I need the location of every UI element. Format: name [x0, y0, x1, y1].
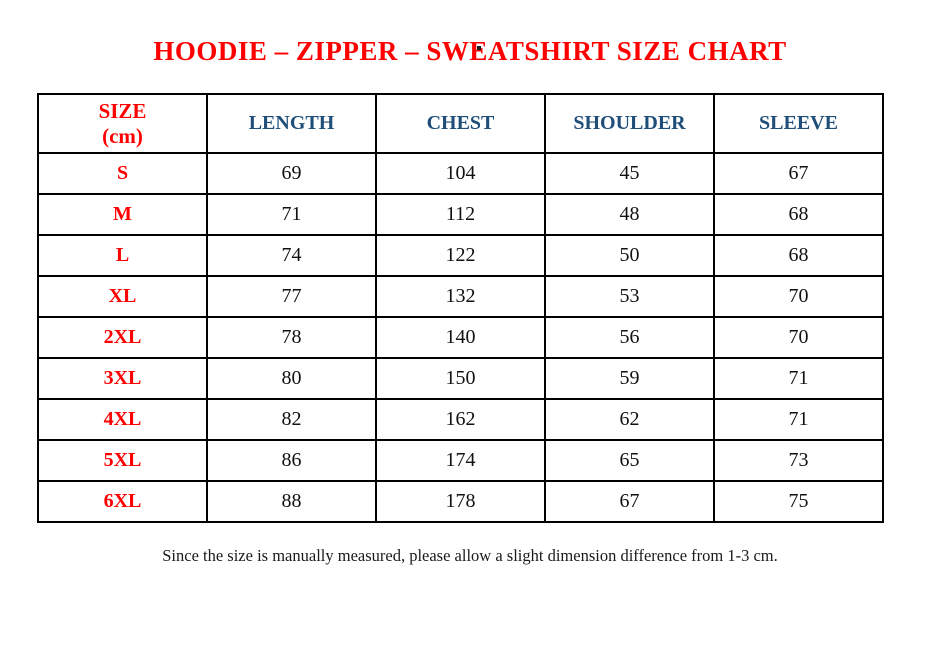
shoulder-value: 65 [544, 439, 715, 482]
length-value: 82 [206, 398, 377, 441]
sleeve-value: 67 [713, 152, 884, 195]
length-value: 88 [206, 480, 377, 523]
size-label: 6XL [37, 480, 208, 523]
table-row: 3XL 80 150 59 71 [37, 357, 884, 400]
chest-value: 112 [375, 193, 546, 236]
length-value: 71 [206, 193, 377, 236]
size-header-line2: (cm) [102, 123, 143, 148]
sleeve-value: 73 [713, 439, 884, 482]
sleeve-value: 71 [713, 357, 884, 400]
shoulder-column-header: SHOULDER [544, 93, 715, 154]
table-row: S 69 104 45 67 [37, 152, 884, 195]
table-row: M 71 112 48 68 [37, 193, 884, 236]
table-row: L 74 122 50 68 [37, 234, 884, 277]
shoulder-value: 62 [544, 398, 715, 441]
shoulder-value: 53 [544, 275, 715, 318]
size-label: S [37, 152, 208, 195]
sleeve-value: 68 [713, 234, 884, 277]
chest-value: 140 [375, 316, 546, 359]
table-header-row: SIZE (cm) LENGTH CHEST SHOULDER SLEEVE [37, 93, 884, 154]
length-value: 86 [206, 439, 377, 482]
length-column-header: LENGTH [206, 93, 377, 154]
table-row: XL 77 132 53 70 [37, 275, 884, 318]
shoulder-value: 50 [544, 234, 715, 277]
size-label: L [37, 234, 208, 277]
shoulder-value: 45 [544, 152, 715, 195]
size-label: 4XL [37, 398, 208, 441]
length-value: 78 [206, 316, 377, 359]
size-cm-header: SIZE (cm) [37, 93, 208, 154]
chest-column-header: CHEST [375, 93, 546, 154]
length-value: 74 [206, 234, 377, 277]
size-chart-table: SIZE (cm) LENGTH CHEST SHOULDER SLEEVE S… [37, 93, 884, 523]
sleeve-value: 68 [713, 193, 884, 236]
chest-value: 174 [375, 439, 546, 482]
sleeve-column-header: SLEEVE [713, 93, 884, 154]
stray-dot-mark [477, 46, 481, 50]
sleeve-value: 71 [713, 398, 884, 441]
shoulder-value: 59 [544, 357, 715, 400]
table-row: 6XL 88 178 67 75 [37, 480, 884, 523]
chest-value: 122 [375, 234, 546, 277]
size-label: 5XL [37, 439, 208, 482]
chest-value: 150 [375, 357, 546, 400]
sleeve-value: 75 [713, 480, 884, 523]
size-label: M [37, 193, 208, 236]
sleeve-value: 70 [713, 316, 884, 359]
chest-value: 132 [375, 275, 546, 318]
length-value: 80 [206, 357, 377, 400]
length-value: 69 [206, 152, 377, 195]
shoulder-value: 56 [544, 316, 715, 359]
chest-value: 162 [375, 398, 546, 441]
table-row: 4XL 82 162 62 71 [37, 398, 884, 441]
shoulder-value: 48 [544, 193, 715, 236]
size-label: 2XL [37, 316, 208, 359]
table-row: 2XL 78 140 56 70 [37, 316, 884, 359]
size-header-line1: SIZE [98, 99, 147, 124]
sleeve-value: 70 [713, 275, 884, 318]
size-label: XL [37, 275, 208, 318]
table-row: 5XL 86 174 65 73 [37, 439, 884, 482]
chest-value: 104 [375, 152, 546, 195]
length-value: 77 [206, 275, 377, 318]
chest-value: 178 [375, 480, 546, 523]
size-chart-page: { "page": { "title": "HOODIE \u2013 ZIPP… [0, 36, 940, 659]
page-title: HOODIE – ZIPPER – SWEATSHIRT SIZE CHART [153, 36, 787, 66]
measurement-disclaimer: Since the size is manually measured, ple… [162, 546, 778, 565]
size-label: 3XL [37, 357, 208, 400]
shoulder-value: 67 [544, 480, 715, 523]
